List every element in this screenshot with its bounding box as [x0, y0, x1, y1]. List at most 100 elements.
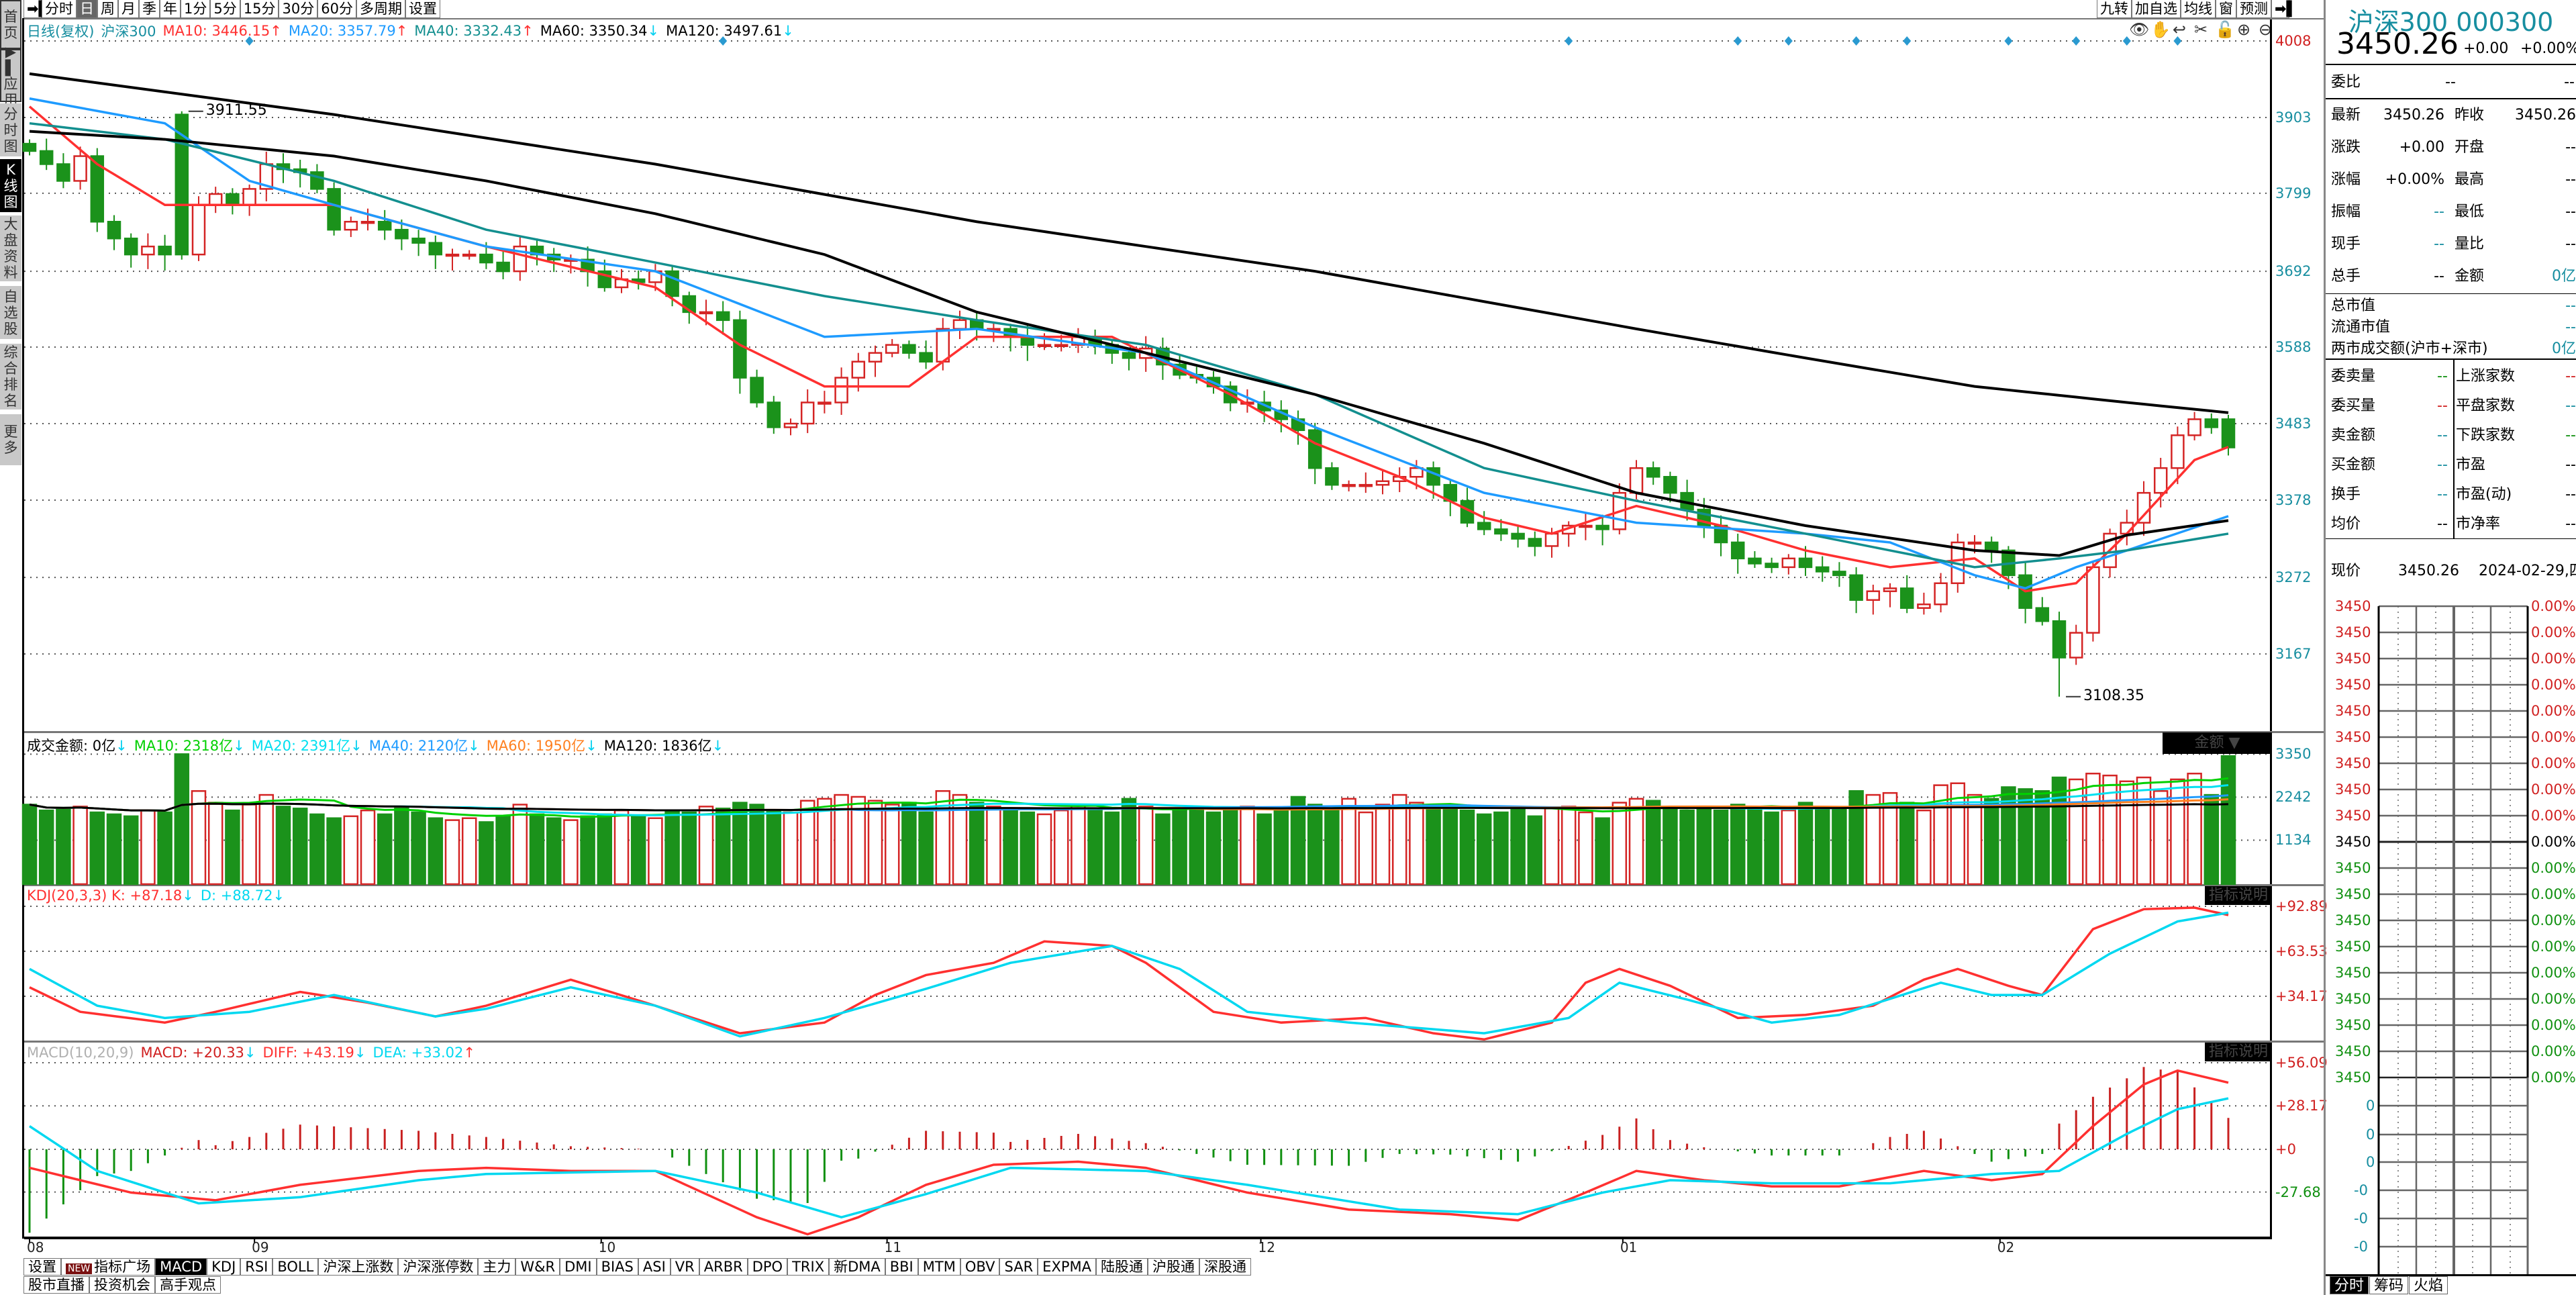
- kdj-help-button[interactable]: 指标说明: [2205, 886, 2272, 905]
- volume-bar: [986, 806, 1001, 885]
- volume-bar: [1527, 815, 1543, 885]
- toolbar-button-1[interactable]: 加自选: [2132, 0, 2181, 18]
- intraday-mini-chart[interactable]: [2326, 0, 2576, 1295]
- indicator-tab-13[interactable]: VR: [670, 1258, 699, 1276]
- indicator-tab-10[interactable]: DMI: [560, 1258, 597, 1276]
- indicator-tab-19[interactable]: MTM: [918, 1258, 960, 1276]
- period-tab-6[interactable]: 1分: [181, 0, 211, 18]
- period-tab-7[interactable]: 5分: [210, 0, 240, 18]
- news-tab-0[interactable]: 股市直播: [23, 1276, 89, 1294]
- period-tab-10[interactable]: 60分: [317, 0, 356, 18]
- mini-tab-0[interactable]: 分时: [2330, 1276, 2369, 1294]
- volume-bar: [2085, 773, 2101, 885]
- indicator-tab-6[interactable]: 沪深上涨数: [318, 1258, 399, 1276]
- indicator-tab-label: 陆股通: [1100, 1259, 1143, 1275]
- indicator-tab-24[interactable]: 沪股通: [1147, 1258, 1199, 1276]
- mini-tab-1[interactable]: 筹码: [2369, 1276, 2408, 1294]
- ma-legend-label: MA40: 3332.43: [414, 23, 522, 39]
- mini-tab-2[interactable]: 火焰: [2409, 1276, 2448, 1294]
- mini-pct-label: 0.00%: [2531, 1043, 2576, 1059]
- indicator-tab-25[interactable]: 深股通: [1199, 1258, 1251, 1276]
- sidebar-item-0[interactable]: 首页: [0, 0, 21, 49]
- indicator-tab-17[interactable]: 新DMA: [829, 1258, 885, 1276]
- period-tab-2[interactable]: 周: [97, 0, 118, 18]
- indicator-tab-1[interactable]: NEW 指标广场: [61, 1258, 156, 1276]
- indicator-tab-2[interactable]: MACD: [155, 1258, 207, 1276]
- toolbar-button-0[interactable]: 九转: [2097, 0, 2132, 18]
- indicator-tab-5[interactable]: BOLL: [273, 1258, 319, 1276]
- volume-bar: [1341, 798, 1356, 885]
- volume-bar: [106, 813, 122, 885]
- mini-pct-label: 0.00%: [2531, 781, 2576, 798]
- indicator-tab-9[interactable]: W&R: [515, 1258, 560, 1276]
- toolbar-button-2[interactable]: 均线: [2181, 0, 2216, 18]
- zoom-in-icon[interactable]: ⊕: [2236, 20, 2251, 39]
- toolbar-button-4[interactable]: 预测: [2236, 0, 2271, 18]
- indicator-tab-21[interactable]: SAR: [999, 1258, 1038, 1276]
- period-tab-5[interactable]: 年: [160, 0, 181, 18]
- sidebar-item-6[interactable]: 综合排名: [0, 344, 21, 411]
- mini-volume-label: 0: [2366, 1098, 2375, 1114]
- candle-down: [1511, 532, 1525, 540]
- indicator-tab-14[interactable]: ARBR: [699, 1258, 748, 1276]
- news-tab-2[interactable]: 高手观点: [155, 1276, 221, 1294]
- indicator-tab-20[interactable]: OBV: [960, 1258, 1000, 1276]
- indicator-tab-7[interactable]: 沪深涨停数: [398, 1258, 479, 1276]
- period-tab-12[interactable]: 设置: [405, 0, 440, 18]
- volume-bar: [2203, 794, 2220, 885]
- indicator-tab-8[interactable]: 主力: [478, 1258, 516, 1276]
- indicator-tab-18[interactable]: BBI: [885, 1258, 918, 1276]
- indicator-tab-0[interactable]: 设置: [23, 1258, 61, 1276]
- sidebar-item-2[interactable]: 分时图: [0, 103, 21, 158]
- macd-legend-label: MACD(10,20,9): [27, 1045, 134, 1061]
- chart-type-label[interactable]: 日线(复权): [27, 23, 95, 40]
- candle-up: [73, 155, 87, 182]
- vol-legend-label: 成交金额: 0亿: [27, 738, 116, 754]
- pane-divider: [24, 731, 2324, 733]
- volume-bar: [1983, 798, 1999, 885]
- book-value: --: [2437, 397, 2448, 414]
- ma40-line: [29, 122, 2229, 569]
- volume-type-select[interactable]: 金额 ▼: [2163, 732, 2272, 754]
- undo-icon[interactable]: ↩: [2172, 20, 2187, 39]
- volume-tick-label: 1134: [2275, 832, 2312, 849]
- macd-help-button[interactable]: 指标说明: [2205, 1043, 2272, 1061]
- indicator-tab-3[interactable]: KDJ: [207, 1258, 241, 1276]
- period-tab-8[interactable]: 15分: [240, 0, 279, 18]
- sidebar-item-4[interactable]: 大盘资料: [0, 215, 21, 283]
- indicator-tab-11[interactable]: BIAS: [596, 1258, 638, 1276]
- main-legend: 日线(复权) 沪深300 MA10: 3446.15↑ MA20: 3357.79…: [27, 21, 794, 41]
- period-tab-9[interactable]: 30分: [279, 0, 318, 18]
- kdj-tick-label: +92.89: [2275, 898, 2328, 914]
- sidebar-item-7[interactable]: 更多: [0, 414, 21, 467]
- indicator-tab-15[interactable]: DPO: [747, 1258, 788, 1276]
- period-tab-0[interactable]: 分时: [42, 0, 77, 18]
- indicator-tab-16[interactable]: TRIX: [787, 1258, 830, 1276]
- news-tab-label: 高手观点: [160, 1277, 216, 1293]
- sidebar-item-3[interactable]: K线图: [0, 159, 21, 213]
- period-tab-11[interactable]: 多周期: [356, 0, 405, 18]
- period-tab-1[interactable]: 日: [77, 0, 97, 18]
- news-tab-1[interactable]: 投资机会: [89, 1276, 155, 1294]
- period-tab-3[interactable]: 月: [118, 0, 139, 18]
- event-marker: [245, 36, 254, 46]
- indicator-tab-23[interactable]: 陆股通: [1095, 1258, 1148, 1276]
- pane-divider: [24, 1041, 2324, 1043]
- zoom-out-icon[interactable]: ⊖: [2258, 20, 2273, 39]
- scissors-icon[interactable]: ✂: [2193, 20, 2208, 39]
- indicator-tab-12[interactable]: ASI: [638, 1258, 671, 1276]
- volume-bar: [1544, 808, 1560, 885]
- indicator-tab-label: BBI: [889, 1259, 913, 1275]
- indicator-tab-4[interactable]: RSI: [240, 1258, 273, 1276]
- chart-toolbar-right: 九转 加自选 均线窗预测 ➡▌: [2097, 0, 2297, 18]
- indicator-tab-22[interactable]: EXPMA: [1038, 1258, 1096, 1276]
- book-label: 下跌家数: [2456, 427, 2516, 444]
- mini-price-label: 3450: [2335, 1043, 2371, 1059]
- candle-down: [2035, 607, 2050, 622]
- period-tab-4[interactable]: 季: [139, 0, 160, 18]
- price-tick-label: 3167: [2275, 646, 2312, 663]
- sidebar-item-5[interactable]: 自选股: [0, 286, 21, 340]
- toolbar-button-3[interactable]: 窗: [2216, 0, 2236, 18]
- macd-legend: MACD(10,20,9) MACD: +20.33↓ DIFF: +43.19↓ D…: [27, 1045, 475, 1061]
